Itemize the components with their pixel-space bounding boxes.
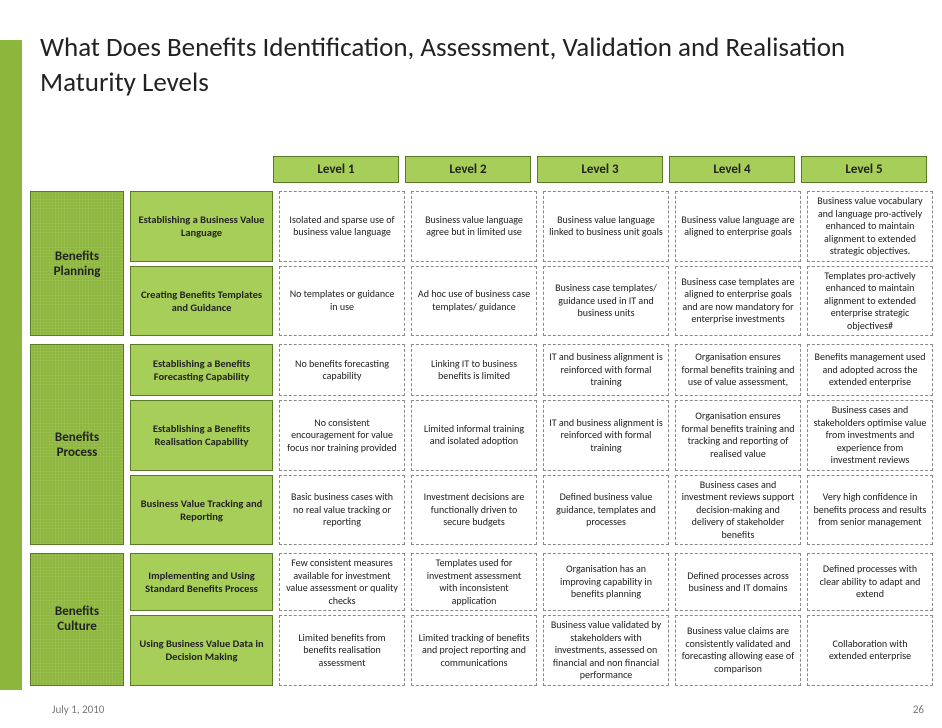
matrix-row: Establishing a Benefits Realisation Capa… <box>124 400 934 471</box>
maturity-cell: Templates pro-actively enhanced to maint… <box>807 266 933 337</box>
process-label: Business Value Tracking and Reporting <box>130 475 273 546</box>
maturity-cell: Very high confidence in benefits process… <box>807 475 933 546</box>
maturity-cell: Business value claims are consistently v… <box>675 615 801 686</box>
maturity-cell: Limited benefits from benefits realisati… <box>279 615 405 686</box>
process-label: Establishing a Benefits Realisation Capa… <box>130 400 273 471</box>
maturity-cell: Business cases and stakeholders optimise… <box>807 400 933 471</box>
maturity-cell: Business value validated by stakeholders… <box>543 615 669 686</box>
maturity-cell: IT and business alignment is reinforced … <box>543 400 669 471</box>
maturity-cell: Limited informal training and isolated a… <box>411 400 537 471</box>
maturity-cell: No consistent encouragement for value fo… <box>279 400 405 471</box>
maturity-cell: Business value vocabulary and language p… <box>807 191 933 262</box>
maturity-cell: Business case templates are aligned to e… <box>675 266 801 337</box>
footer-page-number: 26 <box>913 703 924 716</box>
maturity-cell: Organisation ensures formal benefits tra… <box>675 400 801 471</box>
level-headers-row: Level 1 Level 2 Level 3 Level 4 Level 5 <box>273 156 934 183</box>
process-label: Creating Benefits Templates and Guidance <box>130 266 273 337</box>
maturity-cell: Business value language are aligned to e… <box>675 191 801 262</box>
matrix-row: Creating Benefits Templates and Guidance… <box>124 266 934 337</box>
process-label: Establishing a Business Value Language <box>130 191 273 262</box>
matrix-row: Using Business Value Data in Decision Ma… <box>124 615 934 686</box>
maturity-cell: Few consistent measures available for in… <box>279 553 405 611</box>
matrix-row: Implementing and Using Standard Benefits… <box>124 553 934 611</box>
section-rows: Establishing a Business Value Language I… <box>124 191 934 336</box>
process-label: Establishing a Benefits Forecasting Capa… <box>130 344 273 396</box>
maturity-cell: Collaboration with extended enterprise <box>807 615 933 686</box>
page-title: What Does Benefits Identification, Asses… <box>40 30 920 100</box>
maturity-cell: Defined processes across business and IT… <box>675 553 801 611</box>
section-culture: Benefits Culture Implementing and Using … <box>30 553 934 686</box>
maturity-matrix: Level 1 Level 2 Level 3 Level 4 Level 5 … <box>30 156 934 686</box>
matrix-row: Establishing a Benefits Forecasting Capa… <box>124 344 934 396</box>
level-header: Level 3 <box>537 156 663 183</box>
section-planning: Benefits Planning Establishing a Busines… <box>30 191 934 336</box>
level-header: Level 1 <box>273 156 399 183</box>
section-process: Benefits Process Establishing a Benefits… <box>30 344 934 545</box>
maturity-cell: Defined business value guidance, templat… <box>543 475 669 546</box>
maturity-cell: Investment decisions are functionally dr… <box>411 475 537 546</box>
section-rows: Establishing a Benefits Forecasting Capa… <box>124 344 934 545</box>
maturity-cell: Business value language agree but in lim… <box>411 191 537 262</box>
level-header: Level 2 <box>405 156 531 183</box>
maturity-cell: Business case templates/ guidance used i… <box>543 266 669 337</box>
section-rows: Implementing and Using Standard Benefits… <box>124 553 934 686</box>
maturity-cell: Templates used for investment assessment… <box>411 553 537 611</box>
maturity-cell: Business cases and investment reviews su… <box>675 475 801 546</box>
maturity-cell: Business value language linked to busine… <box>543 191 669 262</box>
maturity-cell: Isolated and sparse use of business valu… <box>279 191 405 262</box>
maturity-cell: IT and business alignment is reinforced … <box>543 344 669 396</box>
section-label: Benefits Culture <box>30 553 124 686</box>
maturity-cell: Ad hoc use of business case templates/ g… <box>411 266 537 337</box>
level-header: Level 5 <box>801 156 927 183</box>
section-label: Benefits Process <box>30 344 124 545</box>
maturity-cell: Organisation ensures formal benefits tra… <box>675 344 801 396</box>
maturity-cell: Basic business cases with no real value … <box>279 475 405 546</box>
matrix-row: Establishing a Business Value Language I… <box>124 191 934 262</box>
maturity-cell: Organisation has an improving capability… <box>543 553 669 611</box>
maturity-cell: Benefits management used and adopted acr… <box>807 344 933 396</box>
maturity-cell: Defined processes with clear ability to … <box>807 553 933 611</box>
maturity-cell: Limited tracking of benefits and project… <box>411 615 537 686</box>
process-label: Implementing and Using Standard Benefits… <box>130 553 273 611</box>
maturity-cell: No benefits forecasting capability <box>279 344 405 396</box>
left-accent-bar <box>0 40 22 690</box>
matrix-row: Business Value Tracking and Reporting Ba… <box>124 475 934 546</box>
maturity-cell: Linking IT to business benefits is limit… <box>411 344 537 396</box>
maturity-cell: No templates or guidance in use <box>279 266 405 337</box>
process-label: Using Business Value Data in Decision Ma… <box>130 615 273 686</box>
footer-date: July 1, 2010 <box>52 703 104 716</box>
level-header: Level 4 <box>669 156 795 183</box>
section-label: Benefits Planning <box>30 191 124 336</box>
